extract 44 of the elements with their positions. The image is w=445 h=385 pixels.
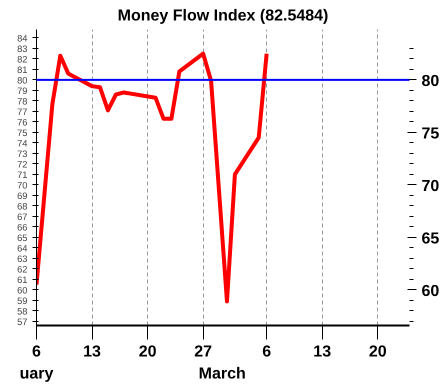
y-tick-label: 61 <box>17 274 28 285</box>
text: uary <box>20 366 54 382</box>
x-tick-label: 27 <box>194 344 212 360</box>
y-tick-label: 72 <box>17 159 28 170</box>
y-tick-label: 59 <box>17 296 28 306</box>
y-tick-label: 67 <box>17 212 28 222</box>
x-tick-label: 6 <box>32 344 42 360</box>
y-tick-label: 84 <box>17 33 28 44</box>
y-tick-label: 69 <box>17 190 28 201</box>
x-tick-label: 13 <box>313 344 332 360</box>
y-tick-label: 83 <box>17 44 28 54</box>
y-tick-label: 77 <box>17 106 28 117</box>
y-tick-label: 70 <box>17 180 28 190</box>
y-tick-label: 57 <box>17 316 28 327</box>
y-tick-label: 76 <box>17 117 28 128</box>
x-tick-label: 13 <box>83 344 102 360</box>
y-tick-label: 65 <box>17 232 28 243</box>
y-tick-label: 81 <box>17 64 28 75</box>
y-tick-label: 62 <box>17 264 28 274</box>
x-tick-label: 20 <box>138 344 157 360</box>
y-tick-label: 75 <box>17 128 28 138</box>
y-tick-label: 71 <box>17 170 28 180</box>
y2-tick-label: 65 <box>422 230 440 248</box>
y-tick-label: 66 <box>17 222 28 232</box>
y-tick-label: 78 <box>17 96 28 106</box>
y-tick-label: 58 <box>17 306 28 316</box>
y-tick-label: 63 <box>17 254 28 264</box>
line-series <box>36 52 269 304</box>
y-tick-label: 73 <box>17 148 28 159</box>
x-tick-label: 6 <box>262 344 272 360</box>
y2-tick-label: 60 <box>422 282 440 300</box>
y-tick-label: 60 <box>17 285 28 296</box>
text: March <box>198 366 246 382</box>
x-tick-label: 20 <box>368 344 387 360</box>
y-tick-label: 79 <box>17 86 28 96</box>
chart-title: Money Flow Index (82.5484) <box>118 8 328 24</box>
y2-tick-label: 70 <box>422 178 440 195</box>
y2-tick-label: 80 <box>422 72 440 90</box>
y-tick-label: 80 <box>17 75 28 86</box>
y-tick-label: 64 <box>17 243 28 254</box>
y-tick-label: 68 <box>17 201 28 212</box>
y-tick-label: 82 <box>17 54 28 64</box>
y2-tick-label: 75 <box>422 125 440 142</box>
y-tick-label: 74 <box>17 138 28 148</box>
